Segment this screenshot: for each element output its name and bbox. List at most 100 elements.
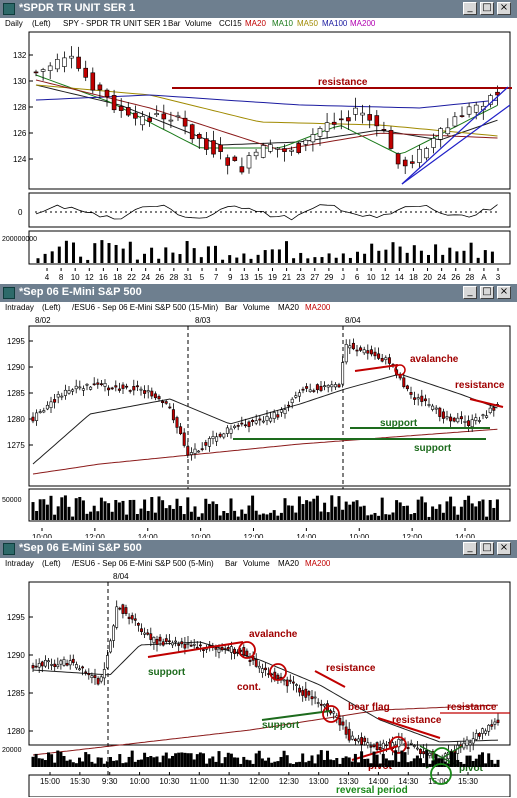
window-titlebar[interactable]: *Sep 06 E-Mini S&P 500 _ □ ×	[0, 284, 517, 302]
chart-window-icon[interactable]	[3, 287, 15, 299]
volume-bar	[240, 509, 244, 520]
volume-bar	[277, 249, 281, 263]
volume-bar	[398, 502, 402, 520]
volume-bar	[428, 763, 432, 767]
candle-body	[346, 117, 351, 122]
volume-bar	[105, 761, 109, 767]
avalanche-annotation: avalanche	[249, 629, 298, 640]
volume-bar	[202, 753, 205, 767]
volume-bar	[164, 508, 168, 520]
candle-body	[199, 644, 202, 647]
maximize-button[interactable]: □	[480, 542, 494, 555]
ma200-line	[32, 704, 499, 756]
volume-bar	[287, 505, 291, 520]
volume-bar	[31, 756, 35, 767]
volume-bar	[233, 757, 236, 767]
window-titlebar[interactable]: *Sep 06 E-Mini S&P 500 _ □ ×	[0, 540, 517, 558]
candle-body	[254, 420, 258, 424]
x-tick-label: 28	[169, 273, 178, 282]
volume-bar	[125, 514, 129, 520]
volume-bar	[441, 512, 445, 520]
candle-body	[40, 69, 46, 72]
volume-bar	[260, 758, 264, 767]
minimize-button[interactable]: _	[463, 2, 477, 15]
volume-bar	[353, 753, 357, 767]
candle-body	[488, 95, 493, 105]
candle-body	[291, 681, 295, 684]
close-button[interactable]: ×	[497, 2, 511, 15]
volume-bar	[282, 750, 286, 767]
volume-bar	[135, 514, 139, 520]
volume-bar	[476, 257, 480, 263]
volume-bar	[427, 516, 431, 520]
symbol-label: /ESU6 - Sep 06 E-Mini S&P 500 (15-Min)	[72, 303, 219, 312]
volume-bar	[391, 760, 395, 767]
candle-body	[282, 148, 287, 152]
volume-bar	[307, 760, 311, 767]
x-tick-label: 19	[268, 273, 277, 282]
volume-bar	[254, 510, 258, 520]
candle-body	[161, 400, 165, 403]
y-tick-label: 1290	[7, 363, 25, 372]
candle-body	[369, 349, 373, 355]
close-button[interactable]: ×	[497, 542, 511, 555]
candle-body	[312, 390, 316, 392]
candle-body	[193, 448, 197, 454]
candle-body	[31, 416, 35, 422]
candle-body	[269, 417, 273, 422]
volume-bar	[72, 242, 75, 263]
volume-bar	[316, 754, 320, 767]
volume-bar	[347, 757, 351, 767]
volume-bar	[146, 511, 150, 520]
volume-bar	[334, 257, 338, 263]
volume-bar	[74, 498, 78, 520]
candle-body	[74, 385, 78, 390]
volume-bar	[350, 761, 354, 767]
candle-body	[290, 398, 294, 403]
candle-body	[305, 386, 309, 389]
volume-bar	[248, 760, 252, 767]
candle-body	[232, 156, 238, 161]
volume-bar	[256, 254, 260, 263]
candle-body	[459, 115, 465, 117]
x-tick-label: 12:00	[402, 533, 423, 538]
maximize-button[interactable]: □	[480, 286, 494, 299]
candle-body	[179, 426, 183, 435]
close-button[interactable]: ×	[497, 286, 511, 299]
candle-body	[233, 648, 236, 654]
candle-body	[106, 655, 109, 669]
candle-body	[360, 737, 364, 745]
interval-label: Intraday	[5, 303, 34, 312]
resistance-line-1	[314, 670, 346, 688]
volume-bar	[146, 757, 150, 767]
minimize-button[interactable]: _	[463, 286, 477, 299]
volume-bar	[329, 759, 333, 767]
chart-window-icon[interactable]	[3, 3, 15, 15]
candle-body	[223, 648, 227, 650]
maximize-button[interactable]: □	[480, 2, 494, 15]
date-label: 8/02	[35, 316, 51, 325]
candle-body	[202, 649, 205, 651]
volume-bar	[388, 760, 391, 767]
volume-bar	[468, 755, 472, 767]
chart-window-icon[interactable]	[3, 543, 15, 555]
window-titlebar[interactable]: *SPDR TR UNIT SER 1 _ □ ×	[0, 0, 517, 18]
candle-body	[96, 678, 100, 685]
candle-body	[102, 669, 106, 679]
volume-bar	[235, 257, 239, 263]
minimize-button[interactable]: _	[463, 542, 477, 555]
volume-bar	[182, 514, 186, 520]
candle-body	[89, 386, 93, 390]
volume-bar	[171, 508, 175, 520]
candle-body	[405, 385, 409, 390]
volume-bar	[171, 755, 174, 767]
candle-body	[283, 409, 287, 415]
candle-body	[47, 65, 53, 71]
volume-bar	[150, 497, 154, 520]
candle-body	[211, 436, 215, 440]
volume-bar	[474, 758, 478, 767]
volume-bar	[308, 501, 312, 520]
candle-body	[204, 138, 209, 150]
chart-type-label: Bar	[225, 559, 238, 568]
